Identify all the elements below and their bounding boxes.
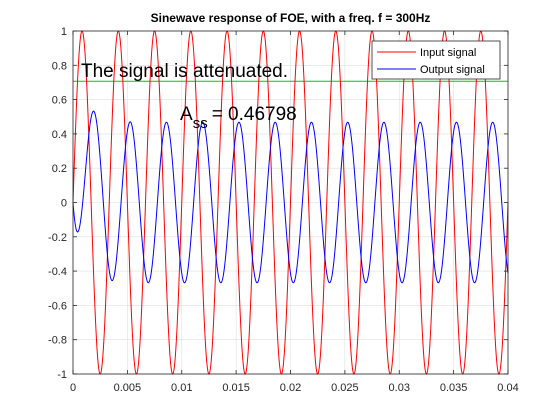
annotation-amplitude: Ass = 0.46798 xyxy=(180,104,297,132)
x-tick-label: 0.015 xyxy=(222,382,250,394)
y-tick-label: 0.4 xyxy=(52,129,67,141)
x-tick-label: 0.02 xyxy=(280,382,301,394)
y-tick-label: -1 xyxy=(57,369,67,381)
series-group xyxy=(72,30,509,375)
y-tick-label: 0.6 xyxy=(52,95,67,107)
y-tick-label: -0.8 xyxy=(48,335,67,347)
y-tick-label: -0.4 xyxy=(48,266,67,278)
tick-labels: 0 0.005 0.01 0.015 0.02 0.025 0.03 0.035 0.04 -1 -… xyxy=(48,26,519,394)
y-tick-label: 0 xyxy=(61,198,67,210)
y-tick-label: -0.2 xyxy=(48,232,67,244)
x-tick-label: 0.035 xyxy=(440,382,468,394)
legend: Input signal Output signal xyxy=(371,40,501,80)
annotation-amplitude-value: = 0.46798 xyxy=(212,104,297,125)
y-tick-label: 0.2 xyxy=(52,163,67,175)
x-tick-label: 0.04 xyxy=(497,382,518,394)
y-tick-label: 0.8 xyxy=(52,60,67,72)
x-tick-label: 0.01 xyxy=(171,382,192,394)
x-tick-label: 0.005 xyxy=(114,382,142,394)
x-tick-label: 0.03 xyxy=(389,382,410,394)
annotation-note: The signal is attenuated. xyxy=(81,61,288,82)
chart-title: Sinewave response of FOE, with a freq. f… xyxy=(151,11,431,25)
legend-label-output: Output signal xyxy=(420,64,485,76)
y-tick-label: 1 xyxy=(61,26,67,38)
legend-label-input: Input signal xyxy=(420,47,476,59)
annotation-amplitude-subscript: ss xyxy=(193,115,208,132)
y-tick-label: -0.6 xyxy=(48,300,67,312)
series-line-0 xyxy=(72,30,509,375)
annotation-amplitude-symbol: A xyxy=(180,104,193,125)
x-tick-label: 0 xyxy=(70,382,76,394)
series-line-1 xyxy=(72,110,509,284)
ticks xyxy=(72,30,509,375)
legend-box xyxy=(371,40,501,80)
x-tick-label: 0.025 xyxy=(331,382,359,394)
